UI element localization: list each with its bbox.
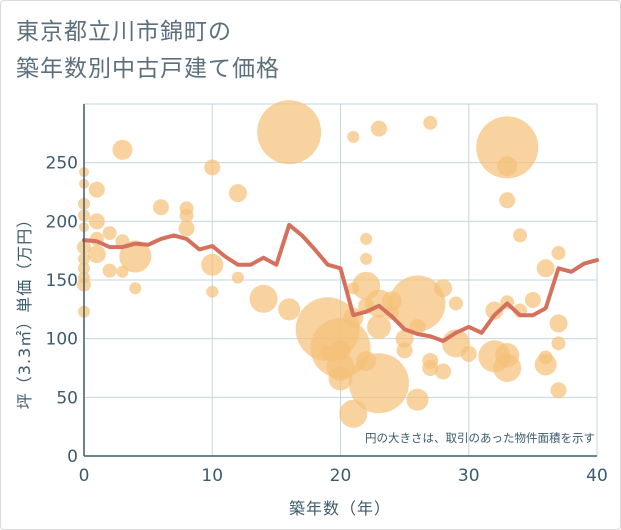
x-tick-label: 0 (79, 466, 90, 486)
x-tick-label: 10 (201, 466, 223, 486)
bubble-point (534, 353, 557, 376)
bubble-point (179, 208, 194, 223)
bubble-point (119, 240, 152, 273)
bubble-series (77, 100, 568, 428)
bubble-point (231, 271, 244, 284)
tick-labels: 0 10 20 30 40 0 50 100 150 200 250 (46, 154, 608, 486)
trend-line-series (82, 222, 599, 343)
bubble-point (513, 228, 528, 243)
trend-line (82, 222, 599, 343)
bubble-point (112, 139, 133, 160)
title-line-2: 築年数別中古戸建て価格 (16, 56, 280, 82)
bubble-point (129, 282, 142, 295)
bubble-point (87, 245, 106, 264)
y-tick-label: 250 (46, 154, 78, 174)
bubble-point (249, 284, 278, 313)
bubble-point (88, 213, 105, 230)
y-tick-label: 200 (46, 212, 78, 232)
bubble-point (339, 399, 368, 428)
y-tick-label: 0 (67, 447, 78, 467)
bubble-point (370, 120, 387, 137)
bubble-point (435, 363, 452, 380)
bubble-point (422, 360, 439, 376)
bubble-point (102, 226, 117, 241)
bubble-point (201, 253, 224, 276)
bubble-point (360, 232, 373, 245)
bubble-point (536, 259, 555, 278)
bubble-point (178, 220, 195, 237)
bubble-point (499, 192, 516, 209)
y-tick-label: 50 (56, 388, 78, 408)
bubble-point (550, 382, 567, 399)
bubble-point (549, 314, 568, 333)
y-axis-label: 坪（3.3㎡）単価（万円） (15, 211, 34, 409)
axes (83, 104, 597, 457)
x-tick-label: 20 (330, 466, 352, 486)
bubble-point (448, 296, 463, 311)
bubble-point (204, 159, 221, 176)
bubble-point (228, 184, 247, 203)
bubble-point (360, 252, 373, 265)
bubble-point (389, 275, 446, 332)
bubble-point (460, 345, 477, 362)
grid-lines (83, 103, 598, 457)
y-tick-label: 150 (46, 271, 78, 291)
bubble-point (497, 156, 518, 177)
x-tick-label: 40 (586, 466, 608, 486)
bubble-point (347, 130, 360, 143)
title-line-1: 東京都立川市錦町の (16, 19, 232, 45)
x-tick-label: 30 (458, 466, 480, 486)
bubble-point (102, 263, 117, 278)
x-axis-label: 築年数（年） (289, 499, 391, 518)
bubble-point (395, 329, 414, 348)
bubble-point (485, 301, 504, 320)
bubble-point (476, 116, 539, 179)
bubble-point (206, 285, 219, 298)
bubble-point (493, 354, 522, 382)
bubble-point (434, 279, 453, 298)
bubble-point (406, 388, 429, 411)
bubble-point (278, 298, 301, 321)
bubble-point (152, 199, 169, 216)
bubble-point (366, 314, 391, 339)
bubble-point (551, 336, 566, 351)
bubble-point (551, 246, 566, 261)
bubble-point (348, 353, 409, 414)
bubble-size-note: 円の大きさは、取引のあった物件面積を示す (365, 431, 595, 445)
bubble-point (524, 291, 541, 308)
bubble-point (396, 342, 413, 359)
bubble-point (88, 181, 105, 198)
chart-title: 東京都立川市錦町の築年数別中古戸建て価格 (16, 14, 280, 88)
bubble-point (257, 100, 322, 165)
bubble-point (423, 115, 438, 130)
y-tick-label: 100 (46, 330, 78, 350)
bubble-point (328, 366, 353, 391)
